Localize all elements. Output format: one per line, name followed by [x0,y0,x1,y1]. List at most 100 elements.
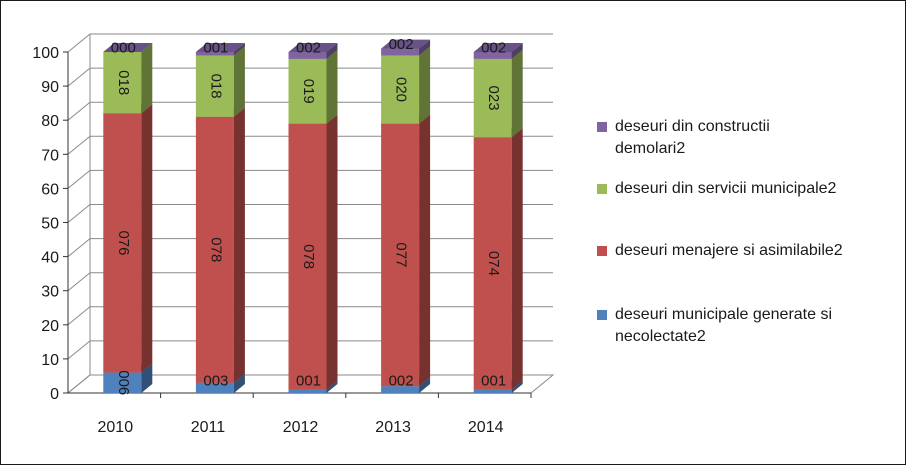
bar-segment [195,107,245,383]
bar-top [195,43,245,52]
data-label: 006 [115,370,132,395]
bar-front [195,52,234,56]
bar-side [233,46,245,117]
bar-front [381,123,420,387]
y-tick-label: 20 [41,318,59,335]
data-labels: 006 076 018 000 003 078 018 001 001 078 019 002 002 0… [111,36,506,395]
bar-front [195,116,234,383]
legend-label-servicii: deseuri din servicii municipale2 [615,180,837,197]
bars [103,39,523,393]
x-tick-label: 2014 [468,419,504,436]
y-tick-label: 30 [41,284,59,301]
gridline-side [67,340,91,360]
bar-front [103,372,142,393]
bar-top [473,43,523,52]
y-tick-label: 60 [41,181,59,198]
data-label: 018 [207,74,224,99]
x-tick-label: 2011 [191,419,226,436]
bar-side [419,114,431,387]
bar-segment [473,128,523,390]
bar-front [473,52,512,59]
bar-front [473,58,512,138]
bar-side [419,39,431,56]
data-label: 000 [111,40,136,57]
bar-front [288,52,327,59]
gridline-side [67,101,91,121]
data-label: 001 [296,373,321,390]
bar-front [381,48,420,56]
bar-side [141,104,153,373]
bar-side [141,363,153,393]
bar-side [511,49,523,138]
data-label: 002 [296,40,321,57]
gridline-side [67,272,91,292]
bar-segment [288,114,338,390]
bar-front [381,386,420,393]
x-tick-label: 2010 [98,419,134,436]
bar-side [419,46,431,124]
y-tick-label: 90 [41,79,59,96]
gridline-side [67,67,91,87]
bar-side [326,49,338,124]
bar-top [381,39,431,49]
bar-front [288,123,327,390]
bar-segment [103,104,153,373]
legend-swatch-menajere [597,246,607,256]
data-label: 002 [481,40,506,57]
data-label: 074 [485,251,502,276]
bar-side [511,380,523,393]
y-tick-label: 50 [41,216,59,233]
bar-front [381,55,420,124]
y-tick-label: 80 [41,113,59,130]
data-label: 002 [389,373,414,390]
bar-segment [195,43,245,56]
data-label: 003 [203,373,228,390]
y-tick-label: 0 [50,386,59,403]
bar-side [419,377,431,393]
gridline-side [67,170,91,189]
legend-label-menajere: deseuri menajere si asimilabile2 [615,242,843,259]
bar-front [473,389,512,393]
axes: 0 10 20 30 40 50 60 70 80 90 100 2010 2011 2012 2013 20… [32,45,532,436]
bar-front [195,382,234,393]
y-tick-label: 40 [41,250,59,267]
bar-front [103,113,142,373]
data-label: 078 [300,244,317,269]
bar-segment [288,43,338,59]
legend-label-constructii: deseuri din constructii demolari2 [615,118,770,157]
bar-side [326,380,338,393]
bar-front [103,52,142,114]
gridline-side [67,306,91,326]
data-label: 001 [203,40,228,57]
data-label: 076 [115,230,132,255]
bar-side [326,114,338,390]
data-label: 077 [393,242,410,267]
y-tick-label: 70 [41,147,59,164]
data-label: 018 [115,70,132,95]
data-label: 020 [393,77,410,102]
gridline-side [67,204,91,223]
data-label: 001 [481,373,506,390]
gridline-side [67,238,91,257]
data-label: 078 [207,237,224,262]
data-label: 023 [485,86,502,111]
bar-front [288,389,327,393]
data-label: 002 [389,36,414,53]
legend-swatch-municipale [597,310,607,320]
bar-side [511,43,523,59]
y-tick-label: 10 [41,352,59,369]
bar-side [233,43,245,56]
gridline-side [67,33,91,53]
y-tick-label: 100 [32,45,59,62]
gridline-side [67,135,91,155]
bar-side [326,43,338,59]
bar-top [288,43,338,52]
bar-side [141,43,153,114]
data-label: 019 [300,79,317,104]
bar-front [288,58,327,124]
bar-side [233,373,245,393]
bar-side [511,128,523,390]
legend-label-municipale: deseuri municipale generate si necolecta… [615,306,833,345]
legend-swatch-constructii [597,122,607,132]
